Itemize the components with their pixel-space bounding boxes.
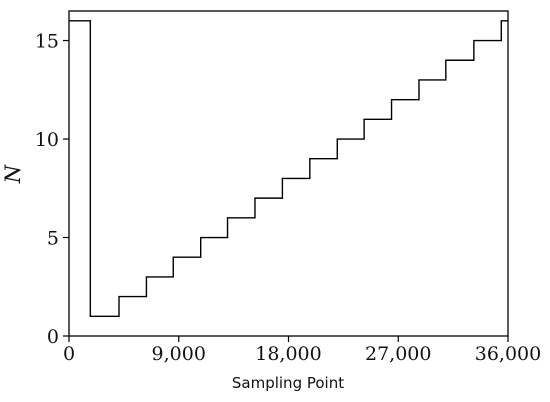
x-tick-label: 18,000 [255, 343, 321, 365]
series-line [69, 20, 508, 317]
y-tick-label: 15 [35, 31, 59, 53]
x-tick-label: 0 [63, 343, 75, 365]
y-axis-label: N [1, 164, 25, 184]
y-tick-label: 10 [35, 129, 59, 151]
x-tick-label: 36,000 [475, 343, 541, 365]
ticks-layer: 0 9,000 18,000 27,000 36,000 0 5 10 15 [35, 31, 541, 365]
plot-area-frame [68, 10, 509, 337]
y-tick-label: 0 [47, 326, 59, 348]
series-layer [69, 20, 508, 317]
x-axis-label: Sampling Point [232, 374, 344, 392]
x-tick-label: 9,000 [152, 343, 206, 365]
y-tick-label: 5 [47, 228, 59, 250]
x-tick-label: 27,000 [365, 343, 431, 365]
